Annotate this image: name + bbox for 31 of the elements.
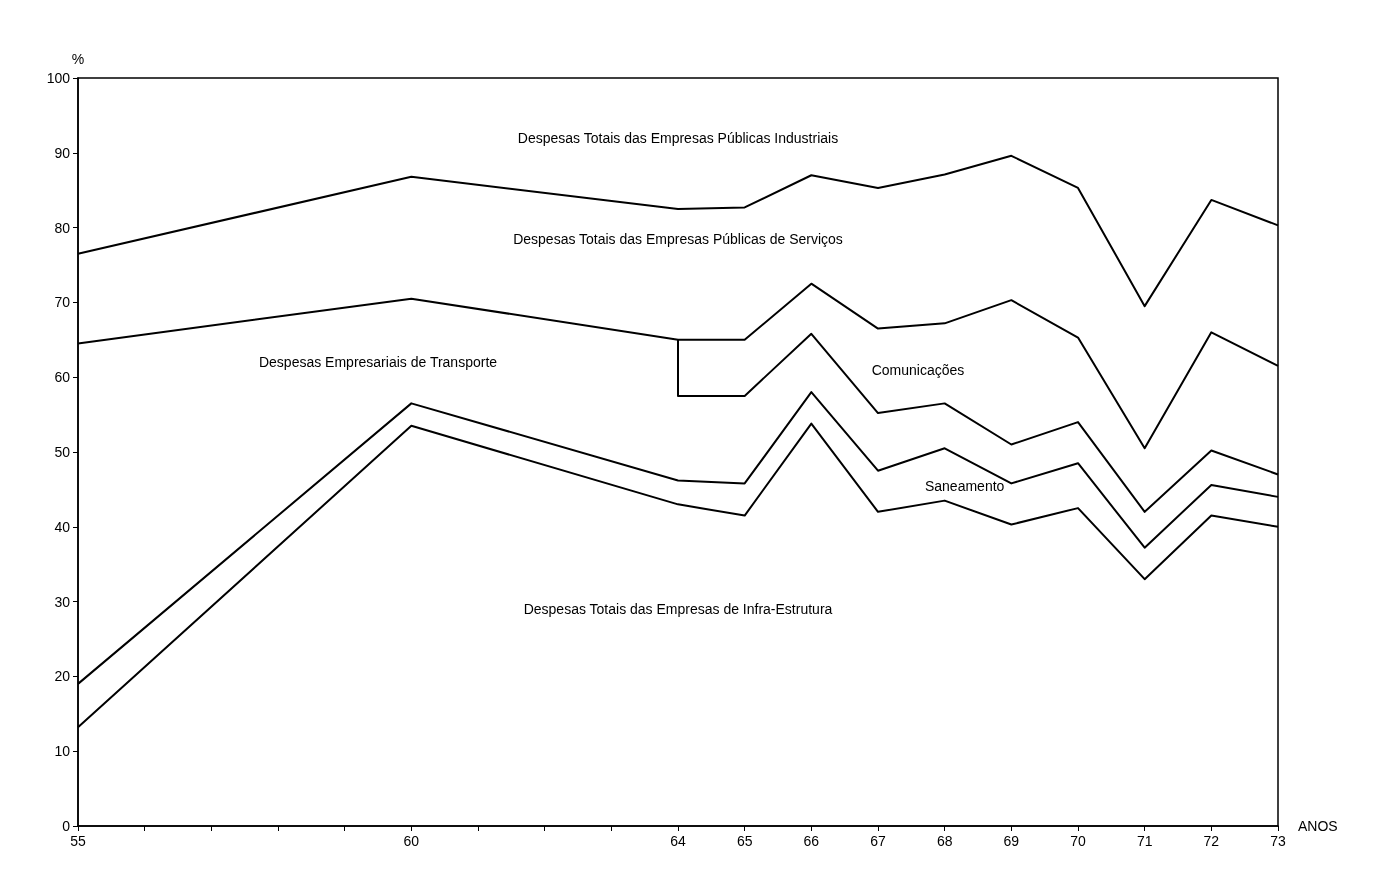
x-tick-label: 55 — [70, 833, 86, 849]
y-tick-label: 80 — [54, 219, 71, 236]
x-tick-label: 60 — [403, 833, 420, 849]
y-axis-title: % — [71, 51, 85, 67]
x-tick-label: 66 — [803, 833, 820, 849]
y-tick-label: 30 — [54, 593, 71, 610]
annotation: Despesas Totais das Empresas de Infra-Estrutura — [523, 601, 833, 618]
y-tick-label: 50 — [54, 444, 71, 460]
x-tick-label: 72 — [1203, 833, 1220, 849]
x-tick-label: 67 — [870, 833, 886, 849]
annotation: Despesas Empresariais de Transporte — [258, 354, 498, 371]
annotation: Saneamento — [924, 477, 1005, 494]
y-tick-label: 100 — [46, 70, 71, 86]
y-tick-label: 60 — [54, 369, 71, 386]
annotation: Despesas Totais das Empresas Públicas Industriais — [517, 129, 839, 146]
x-tick-label: 70 — [1070, 833, 1086, 849]
x-tick-label: 65 — [736, 833, 753, 849]
annotation: Despesas Totais das Empresas Públicas de Serviços — [513, 230, 843, 247]
y-tick-label: 10 — [54, 743, 71, 760]
y-tick-label: 20 — [54, 668, 71, 685]
annotation: Comunicações — [871, 361, 965, 378]
x-tick-label: 68 — [936, 833, 953, 849]
x-axis-title: ANOS — [1298, 818, 1338, 834]
y-tick-label: 70 — [54, 294, 71, 311]
x-tick-label: 69 — [1003, 833, 1020, 849]
y-tick-label: 40 — [54, 518, 71, 535]
x-tick-label: 64 — [670, 833, 686, 849]
x-tick-label: 73 — [1270, 833, 1286, 849]
x-tick-label: 71 — [1136, 833, 1153, 849]
y-tick-label: 90 — [54, 144, 71, 161]
y-tick-label: 0 — [62, 818, 71, 834]
